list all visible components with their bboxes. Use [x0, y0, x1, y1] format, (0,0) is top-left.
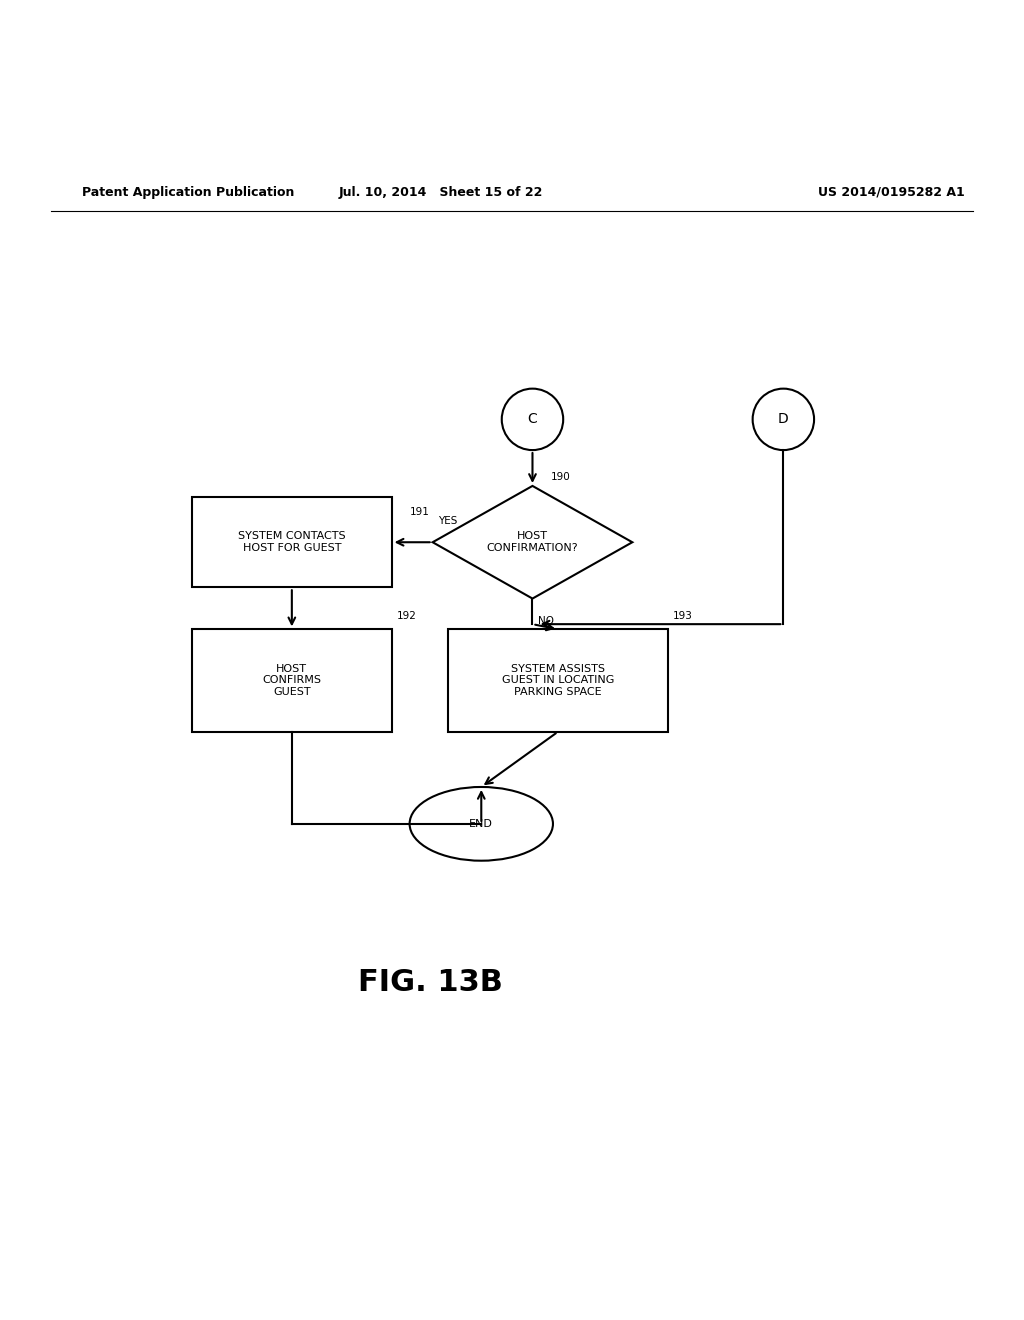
Text: 193: 193: [674, 611, 693, 622]
FancyBboxPatch shape: [449, 630, 669, 731]
Text: NO: NO: [538, 616, 554, 626]
Text: 192: 192: [396, 611, 417, 622]
Text: 190: 190: [551, 471, 570, 482]
Text: FIG. 13B: FIG. 13B: [357, 968, 503, 997]
Text: YES: YES: [438, 516, 457, 525]
Polygon shape: [432, 486, 633, 598]
Text: US 2014/0195282 A1: US 2014/0195282 A1: [817, 186, 965, 198]
Text: C: C: [527, 412, 538, 426]
Text: D: D: [778, 412, 788, 426]
Text: Patent Application Publication: Patent Application Publication: [82, 186, 294, 198]
Text: SYSTEM ASSISTS
GUEST IN LOCATING
PARKING SPACE: SYSTEM ASSISTS GUEST IN LOCATING PARKING…: [502, 664, 614, 697]
Text: SYSTEM CONTACTS
HOST FOR GUEST: SYSTEM CONTACTS HOST FOR GUEST: [238, 532, 346, 553]
Text: Jul. 10, 2014   Sheet 15 of 22: Jul. 10, 2014 Sheet 15 of 22: [338, 186, 543, 198]
Text: END: END: [469, 818, 494, 829]
FancyBboxPatch shape: [191, 498, 391, 587]
FancyBboxPatch shape: [191, 630, 391, 731]
Text: 191: 191: [410, 507, 430, 516]
Text: HOST
CONFIRMATION?: HOST CONFIRMATION?: [486, 532, 579, 553]
Circle shape: [753, 388, 814, 450]
Text: HOST
CONFIRMS
GUEST: HOST CONFIRMS GUEST: [262, 664, 322, 697]
Circle shape: [502, 388, 563, 450]
Ellipse shape: [410, 787, 553, 861]
